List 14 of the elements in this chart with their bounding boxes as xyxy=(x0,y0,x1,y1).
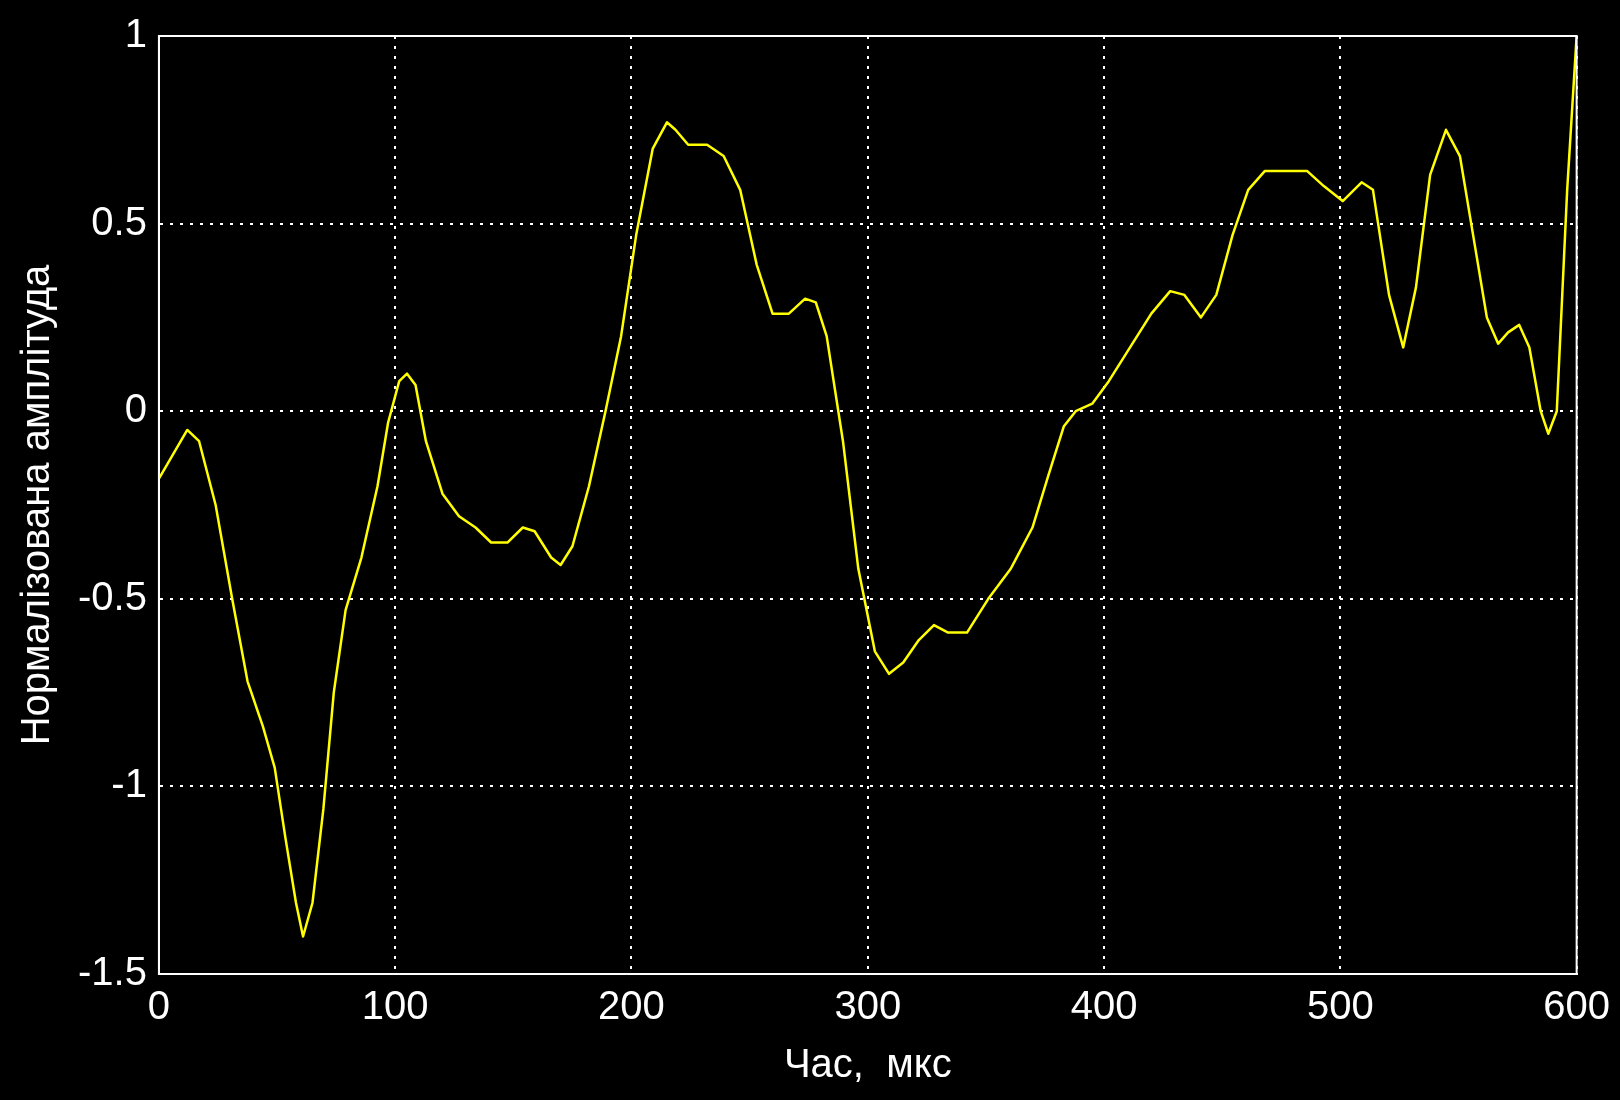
y-tick-label: 1 xyxy=(124,11,147,56)
x-axis-title: Час, мкс xyxy=(783,1041,952,1086)
x-tick-label: 200 xyxy=(598,983,665,1028)
y-axis-title: Нормалізована амплітуда xyxy=(13,263,58,746)
y-tick-label: 0.5 xyxy=(91,198,147,243)
x-tick-label: 500 xyxy=(1306,983,1374,1028)
y-tick-label: 0 xyxy=(124,386,147,431)
y-tick-label: -1 xyxy=(111,761,147,806)
x-tick-label: 300 xyxy=(834,983,902,1028)
x-tick-label: 400 xyxy=(1070,983,1138,1028)
y-tick-label: -0.5 xyxy=(77,573,147,618)
y-tick-label: -1.5 xyxy=(77,949,147,994)
x-tick-label: 600 xyxy=(1543,983,1611,1028)
x-tick-label: 100 xyxy=(361,983,429,1028)
